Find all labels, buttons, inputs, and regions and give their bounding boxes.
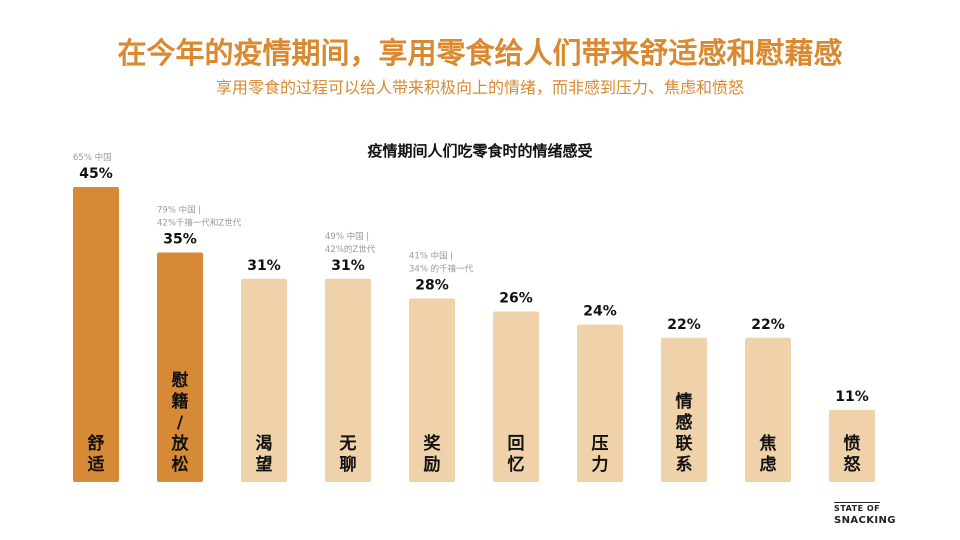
annotation-5-2: 34% 的千禧一代 [409, 263, 474, 274]
category-label-7-2: 力 [592, 454, 609, 475]
category-label-10-2: 怒 [844, 454, 861, 475]
value-label-9: 22% [751, 317, 785, 333]
value-label-5: 28% [415, 277, 449, 293]
bar-10 [829, 409, 875, 482]
value-label-3: 31% [247, 258, 281, 274]
value-label-1: 45% [79, 166, 113, 182]
bar-6 [493, 311, 539, 482]
annotation-4-2: 42%的Z世代 [325, 244, 376, 255]
value-label-7: 24% [583, 304, 617, 320]
logo-line-1: STATE OF [834, 502, 881, 513]
category-label-9-2: 虑 [760, 455, 777, 475]
value-label-8: 22% [667, 317, 701, 333]
category-label-8-1: 情 [676, 391, 693, 412]
bar-5 [409, 298, 455, 482]
category-label-3-2: 望 [256, 454, 273, 475]
category-label-4-1: 无 [339, 434, 357, 454]
category-label-1-2: 适 [88, 455, 105, 475]
category-label-7-1: 压 [592, 434, 609, 454]
category-label-2-1: 慰 [172, 370, 189, 391]
category-label-2-3: / [177, 413, 184, 433]
category-label-9-1: 焦 [759, 433, 777, 454]
category-label-6-2: 忆 [508, 454, 525, 475]
bar-9 [745, 337, 791, 482]
bar-8 [661, 337, 707, 482]
value-label-2: 35% [163, 232, 197, 248]
state-of-snacking-logo: STATE OF SNACKING [834, 498, 896, 526]
bar-4 [325, 278, 371, 482]
bar-7 [577, 324, 623, 482]
category-label-6-1: 回 [508, 434, 525, 454]
bar-1 [73, 187, 119, 482]
category-label-2-5: 松 [172, 454, 189, 475]
category-label-3-1: 渴 [256, 434, 273, 454]
logo-line-2: SNACKING [834, 515, 896, 526]
page-subtitle: 享用零食的过程可以给人带来积极向上的情绪，而非感到压力、焦虑和愤怒 [215, 78, 744, 97]
annotation-4-1: 49% 中国 | [325, 231, 369, 242]
annotation-5-1: 41% 中国 | [409, 250, 453, 261]
chart-title: 疫情期间人们吃零食时的情绪感受 [367, 142, 593, 160]
annotation-2-1: 79% 中国 | [157, 205, 201, 216]
value-label-4: 31% [331, 258, 365, 274]
category-label-8-2: 感 [676, 412, 693, 433]
category-label-5-2: 励 [424, 455, 441, 475]
category-label-2-4: 放 [171, 433, 190, 454]
category-label-1-1: 舒 [88, 433, 105, 454]
bar-3 [241, 278, 287, 482]
annotation-1-1: 65% 中国 [73, 152, 112, 163]
category-label-5-1: 奖 [424, 433, 442, 454]
category-label-2-2: 籍 [172, 391, 189, 412]
category-label-4-2: 聊 [340, 454, 357, 475]
value-label-10: 11% [835, 389, 869, 405]
category-label-8-4: 系 [676, 455, 693, 475]
value-label-6: 26% [499, 291, 533, 307]
category-label-10-1: 愤 [844, 433, 861, 454]
category-label-8-3: 联 [676, 434, 693, 454]
annotation-2-2: 42%千禧一代和Z世代 [157, 218, 242, 229]
bar-2 [157, 252, 203, 482]
page-title: 在今年的疫情期间，享用零食给人们带来舒适感和慰藉感 [117, 36, 843, 70]
